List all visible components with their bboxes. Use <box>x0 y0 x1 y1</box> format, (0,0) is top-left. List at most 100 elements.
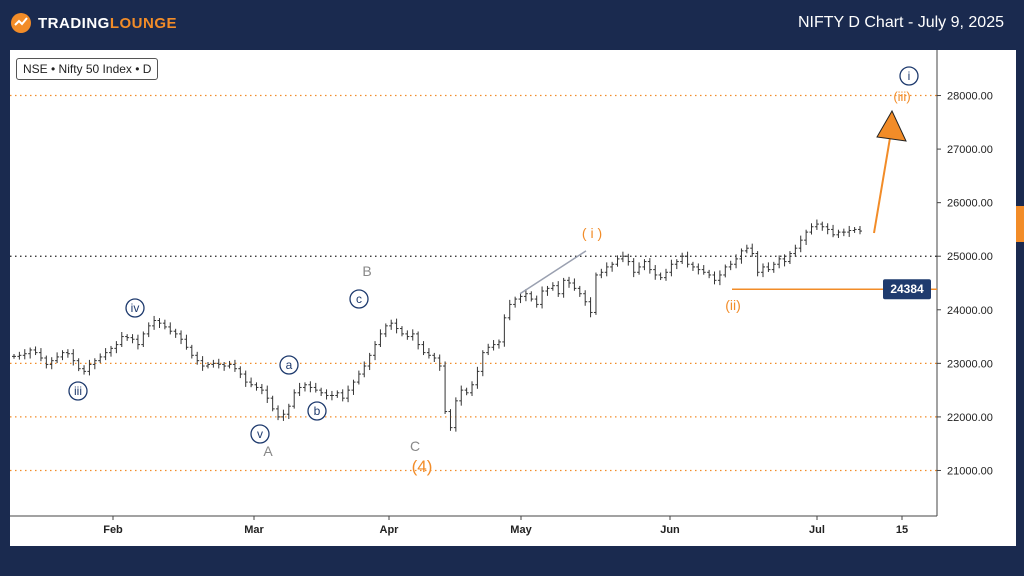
price-bar <box>761 263 766 278</box>
price-bar <box>60 350 65 361</box>
price-bar <box>189 344 194 359</box>
price-bar <box>750 243 755 257</box>
y-tick-label: 24000.00 <box>947 305 993 317</box>
price-bar <box>130 334 135 344</box>
logo-mark-icon <box>11 13 31 33</box>
x-tick-label: Apr <box>380 524 400 536</box>
wave-label-v-circle <box>250 424 270 444</box>
price-bar <box>583 290 588 306</box>
x-tick-label: Jun <box>660 524 680 536</box>
price-bar <box>664 268 669 281</box>
price-bar <box>459 385 464 406</box>
wave-label-wave-iii: (iii) <box>893 89 910 104</box>
price-bar <box>324 389 329 400</box>
price-bar <box>373 341 378 361</box>
price-chart[interactable]: 21000.00 22000.00 23000.00 24000.00 25000.00… <box>10 50 1016 546</box>
price-bar <box>421 341 426 356</box>
price-bar <box>313 382 318 393</box>
price-bar <box>346 385 351 403</box>
price-bar <box>383 323 388 338</box>
price-bar <box>76 358 81 372</box>
price-bar <box>87 359 92 376</box>
price-bar <box>135 334 140 350</box>
chart-title: NIFTY D Chart - July 9, 2025 <box>798 14 1004 31</box>
projection-arrow-head <box>876 109 907 142</box>
price-bar <box>426 348 431 359</box>
price-bar <box>777 255 782 269</box>
price-bar <box>108 345 113 357</box>
price-bar <box>491 340 496 351</box>
price-bar <box>825 223 830 235</box>
price-bar <box>631 258 636 278</box>
price-bar <box>567 276 572 288</box>
x-tick-label: Jul <box>809 524 825 536</box>
price-bar <box>540 286 545 309</box>
symbol-legend[interactable]: NSE • Nifty 50 Index • D <box>16 58 159 80</box>
price-bar <box>227 360 232 369</box>
price-level-badge <box>883 279 931 300</box>
price-bar <box>739 248 744 264</box>
y-tick-label: 22000.00 <box>947 412 993 424</box>
price-bar <box>480 350 485 377</box>
chart-area[interactable]: 21000.00 22000.00 23000.00 24000.00 25000.00… <box>10 50 1016 546</box>
price-bar <box>297 382 302 397</box>
price-bar <box>71 349 76 366</box>
price-bar <box>335 390 340 398</box>
price-bar <box>179 330 184 345</box>
price-bar <box>475 366 480 389</box>
price-bar <box>162 319 167 330</box>
wave-label-A: A <box>263 443 273 459</box>
price-bar <box>658 272 663 281</box>
price-bar <box>12 353 16 359</box>
price-bar <box>152 315 157 330</box>
price-bar <box>416 331 421 350</box>
price-bar <box>787 251 792 264</box>
price-bar <box>103 348 108 361</box>
price-bar <box>389 319 394 330</box>
price-bar <box>734 254 739 269</box>
price-bar <box>556 281 561 297</box>
y-tick-label: 25000.00 <box>947 251 993 263</box>
price-bar <box>362 361 367 378</box>
scroll-thumb[interactable] <box>1016 206 1024 242</box>
price-bar <box>712 271 717 285</box>
projection-arrow-line <box>873 131 892 234</box>
price-bar <box>696 263 701 275</box>
wave-label-c-circle <box>349 289 369 309</box>
price-bar <box>814 219 819 230</box>
logo: TRADINGLOUNGE <box>10 12 177 34</box>
price-bar <box>518 292 523 304</box>
y-tick-label: 21000.00 <box>947 465 993 477</box>
price-bar <box>319 387 324 397</box>
price-bar <box>707 269 712 279</box>
price-bar <box>119 332 124 348</box>
x-tick-label: Mar <box>244 524 264 536</box>
price-bar <box>432 352 437 363</box>
trendline <box>519 250 587 295</box>
price-bar <box>523 289 528 302</box>
price-bar <box>534 295 539 308</box>
price-bar <box>399 326 404 337</box>
price-bar <box>804 229 809 245</box>
price-bar <box>340 389 345 402</box>
wave-label-iv-circle <box>125 298 145 318</box>
price-bar <box>270 395 275 412</box>
right-scroll-strip[interactable] <box>1016 50 1024 546</box>
x-tick-label: May <box>510 524 532 536</box>
wave-label-a: a <box>286 358 293 372</box>
price-bar <box>771 261 776 273</box>
price-bar <box>65 349 70 358</box>
price-bar <box>38 348 43 362</box>
price-bar <box>146 322 151 338</box>
price-bar <box>82 365 87 375</box>
price-bar <box>173 328 178 338</box>
wave-label-c: c <box>356 292 362 306</box>
price-bar <box>410 329 415 341</box>
price-level-label: 24384 <box>890 282 924 296</box>
price-bar <box>809 223 814 235</box>
price-bar <box>572 278 577 291</box>
price-bar <box>443 361 448 414</box>
price-bar <box>232 359 237 372</box>
price-bar <box>723 264 728 278</box>
price-bar <box>717 270 722 286</box>
